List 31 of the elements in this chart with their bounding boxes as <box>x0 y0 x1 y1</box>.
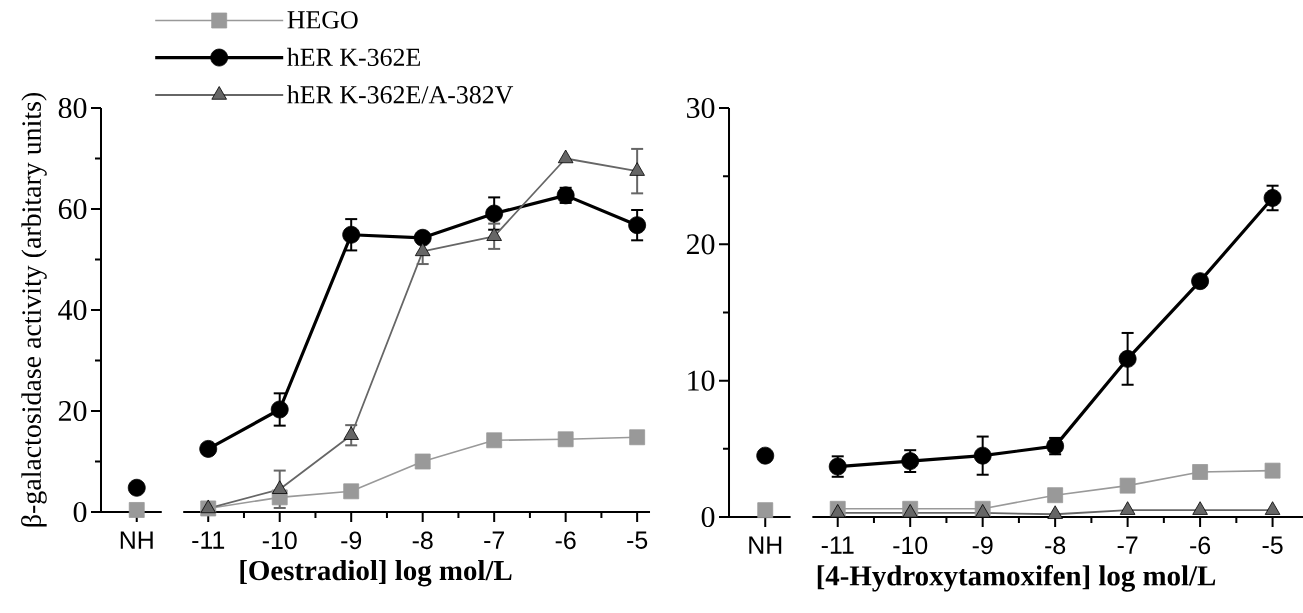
x-tick-label: -11 <box>821 536 854 554</box>
y-tick-label: 40 <box>58 299 87 321</box>
x-tick-label: -6 <box>1190 536 1211 555</box>
x-tick-label: -5 <box>1262 536 1283 554</box>
x-tick-label: -10 <box>262 531 297 550</box>
legend-label: hER K-362E/A-382V <box>287 85 514 104</box>
x-tick-label: -9 <box>341 531 362 550</box>
x-tick-label: -7 <box>1117 536 1138 554</box>
legend-label: HEGO <box>287 11 358 29</box>
x-tick-label: -11 <box>192 531 225 549</box>
x-axis-title: [4-Hydroxytamoxifen] log mol/L <box>817 564 1216 592</box>
y-tick-label: 20 <box>58 400 87 422</box>
y-tick-label: 10 <box>688 370 715 391</box>
y-tick-label: 20 <box>686 234 715 255</box>
legend-label: hER K-362E <box>287 47 421 67</box>
y-tick-label: 60 <box>58 198 87 220</box>
x-tick-label: -8 <box>412 531 433 550</box>
y-tick-label: 0 <box>73 501 87 523</box>
y-axis-title: β-galactosidase activity (arbitary units) <box>21 92 47 527</box>
x-tick-label: NH <box>120 531 153 549</box>
x-tick-label: -6 <box>555 531 576 550</box>
x-axis-title: [Oestradiol] log mol/L <box>240 559 512 587</box>
x-tick-label: -5 <box>627 531 648 549</box>
y-tick-label: 80 <box>58 97 87 119</box>
x-tick-label: -10 <box>893 536 928 555</box>
x-tick-label: -8 <box>1045 536 1066 555</box>
y-tick-label: 30 <box>687 97 715 119</box>
x-tick-label: -9 <box>972 536 993 555</box>
x-tick-label: -7 <box>484 531 504 549</box>
x-tick-label: NH <box>749 536 782 554</box>
y-tick-label: 0 <box>701 506 715 528</box>
